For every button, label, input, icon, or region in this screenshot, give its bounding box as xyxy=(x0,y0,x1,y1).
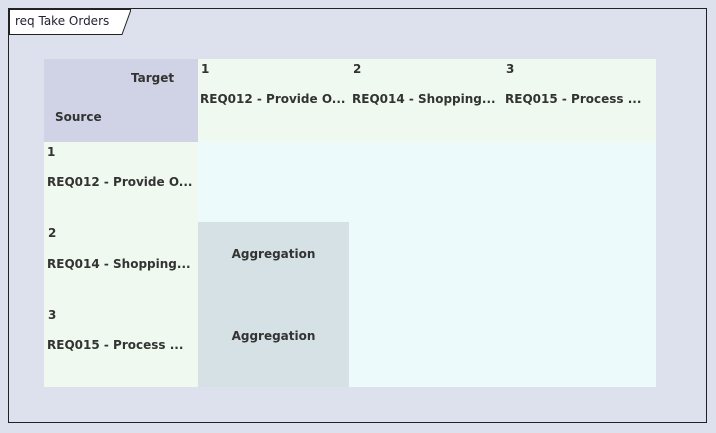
column-header-1[interactable]: 1 REQ012 - Provide O... xyxy=(198,59,349,142)
tab-shape xyxy=(9,9,131,35)
row-header-2[interactable]: 2 REQ014 - Shopping... xyxy=(44,222,198,304)
column-index: 1 xyxy=(201,62,210,76)
column-name: REQ015 - Process ... xyxy=(505,92,642,106)
diagram-frame xyxy=(8,8,707,423)
target-label: Target xyxy=(131,71,175,85)
row-index: 1 xyxy=(47,145,56,159)
row-name: REQ014 - Shopping... xyxy=(47,257,191,271)
row-index: 2 xyxy=(48,226,57,240)
row-name: REQ015 - Process ... xyxy=(47,338,184,352)
row-header-1[interactable]: 1 REQ012 - Provide O... xyxy=(44,142,198,222)
row-name: REQ012 - Provide O... xyxy=(47,175,193,189)
column-header-3[interactable]: 3 REQ015 - Process ... xyxy=(502,59,656,142)
column-name: REQ014 - Shopping... xyxy=(352,92,496,106)
matrix-corner: Target Source xyxy=(44,59,198,142)
relation-cell-r2-c1[interactable]: Aggregation xyxy=(198,222,349,304)
column-header-2[interactable]: 2 REQ014 - Shopping... xyxy=(349,59,502,142)
column-name: REQ012 - Provide O... xyxy=(200,92,346,106)
column-index: 3 xyxy=(506,62,515,76)
row-header-3[interactable]: 3 REQ015 - Process ... xyxy=(44,304,198,387)
diagram-title-tab: req Take Orders xyxy=(9,9,131,35)
row-index: 3 xyxy=(48,308,57,322)
column-index: 2 xyxy=(353,62,362,76)
relation-cell-r3-c1[interactable]: Aggregation xyxy=(198,304,349,387)
diagram-title: req Take Orders xyxy=(15,14,110,28)
source-label: Source xyxy=(55,110,102,124)
